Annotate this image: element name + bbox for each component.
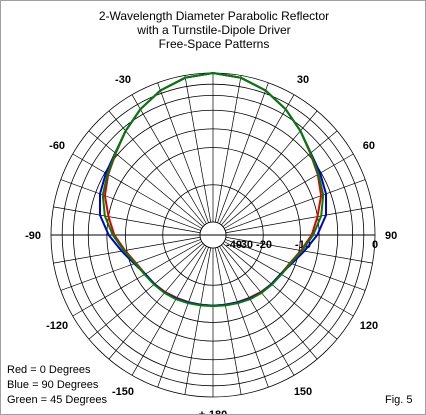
pattern-series (101, 72, 325, 308)
ring-label: -30 (237, 239, 253, 251)
angle-label: 30 (297, 74, 309, 86)
angle-label: -90 (25, 230, 41, 242)
angle-label: 150 (294, 386, 312, 398)
legend-green: Green = 45 Degrees (7, 394, 107, 406)
legend-blue: Blue = 90 Degrees (7, 379, 99, 391)
figure-label: Fig. 5 (385, 394, 413, 406)
angle-label: 60 (363, 140, 375, 152)
ring-label: 0 (372, 239, 378, 251)
angle-label: 120 (360, 320, 378, 332)
ring-label: -20 (256, 239, 272, 251)
chart-title-line-2: with a Turnstile-Dipole Driver (137, 23, 291, 37)
chart-title-line-1: 2-Wavelength Diameter Parabolic Reflecto… (98, 9, 330, 23)
angle-label: 90 (385, 230, 397, 242)
angle-label: +-180 (199, 409, 227, 414)
angle-label: -60 (49, 140, 65, 152)
chart-title-line-3: Free-Space Patterns (158, 37, 270, 51)
angle-label: -30 (115, 74, 131, 86)
ring-label: -40 (226, 239, 242, 251)
legend-red: Red = 0 Degrees (7, 364, 91, 376)
angle-label: -120 (46, 320, 68, 332)
angle-label: -150 (112, 386, 134, 398)
